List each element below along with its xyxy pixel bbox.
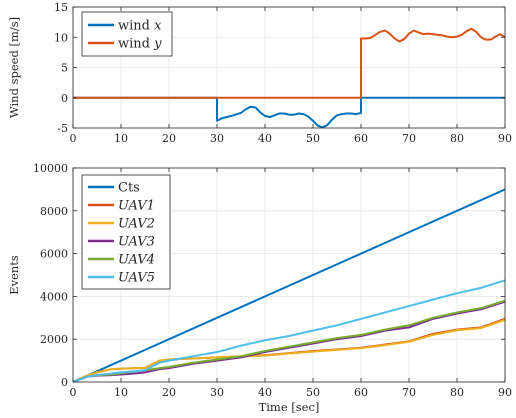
y-tick-label: 10000	[33, 162, 68, 175]
legend-label-1: wind x	[118, 19, 162, 34]
legend: Cts UAV1 UAV2 UAV3 UAV4 UAV5	[81, 174, 171, 290]
y-tick-label: 6000	[40, 248, 68, 261]
x-tick-label: 90	[498, 386, 512, 399]
series-line-6	[73, 279, 505, 382]
series-line-5	[73, 299, 505, 382]
y-tick-label: -5	[57, 122, 68, 135]
y-tick-label: 10	[54, 31, 68, 44]
legend-label-6: UAV5	[118, 271, 155, 286]
y-axis-label: Events	[7, 255, 21, 295]
series-group	[73, 188, 505, 382]
x-tick-label: 80	[450, 386, 464, 399]
events-panel: 0 10 20 30 40 50 60 70 80 90 0 2000 4000 6000 8000 1000…	[7, 162, 512, 414]
x-tick-label: 20	[162, 132, 176, 145]
legend-label-4: UAV3	[118, 235, 155, 250]
legend: wind x wind y	[81, 11, 173, 57]
x-tick-label: 70	[402, 386, 416, 399]
y-axis-label: Wind speed [m/s]	[7, 17, 21, 118]
x-tick-label: 50	[306, 132, 320, 145]
x-tick-label: 30	[210, 386, 224, 399]
y-tick-label: 2000	[40, 333, 68, 346]
x-axis-label: Time [sec]	[259, 400, 320, 414]
series-line-1	[73, 188, 505, 382]
legend-box	[81, 174, 171, 290]
x-tick-label: 0	[70, 386, 77, 399]
x-tick-label: 10	[114, 386, 128, 399]
x-tick-label: 60	[354, 386, 368, 399]
y-tick-label: 4000	[40, 290, 68, 303]
x-tick-label: 90	[498, 132, 512, 145]
legend-box	[81, 11, 173, 57]
axes-box	[72, 167, 506, 383]
x-tick-label: 30	[210, 132, 224, 145]
legend-label-5: UAV4	[118, 253, 155, 268]
x-tick-label: 40	[258, 132, 272, 145]
x-tick-label: 80	[450, 132, 464, 145]
y-tick-label: 15	[54, 1, 68, 14]
x-tick-label: 50	[306, 386, 320, 399]
legend-label-1: Cts	[118, 181, 140, 196]
y-tick-label: 8000	[40, 205, 68, 218]
x-tick-label: 10	[114, 132, 128, 145]
y-tick-label: 5	[61, 62, 68, 75]
series-line-2	[73, 27, 505, 99]
x-tick-label: 0	[70, 132, 77, 145]
series-group	[73, 27, 505, 128]
y-tick-label: 0	[61, 376, 68, 389]
y-tick-label: 0	[61, 92, 68, 105]
x-tick-label: 60	[354, 132, 368, 145]
x-tick-label: 70	[402, 132, 416, 145]
series-line-1	[73, 96, 505, 128]
x-tick-label: 40	[258, 386, 272, 399]
legend-label-2: UAV1	[118, 199, 155, 214]
legend-label-2: wind y	[118, 37, 162, 52]
x-tick-label: 20	[162, 386, 176, 399]
legend-label-3: UAV2	[118, 217, 155, 232]
